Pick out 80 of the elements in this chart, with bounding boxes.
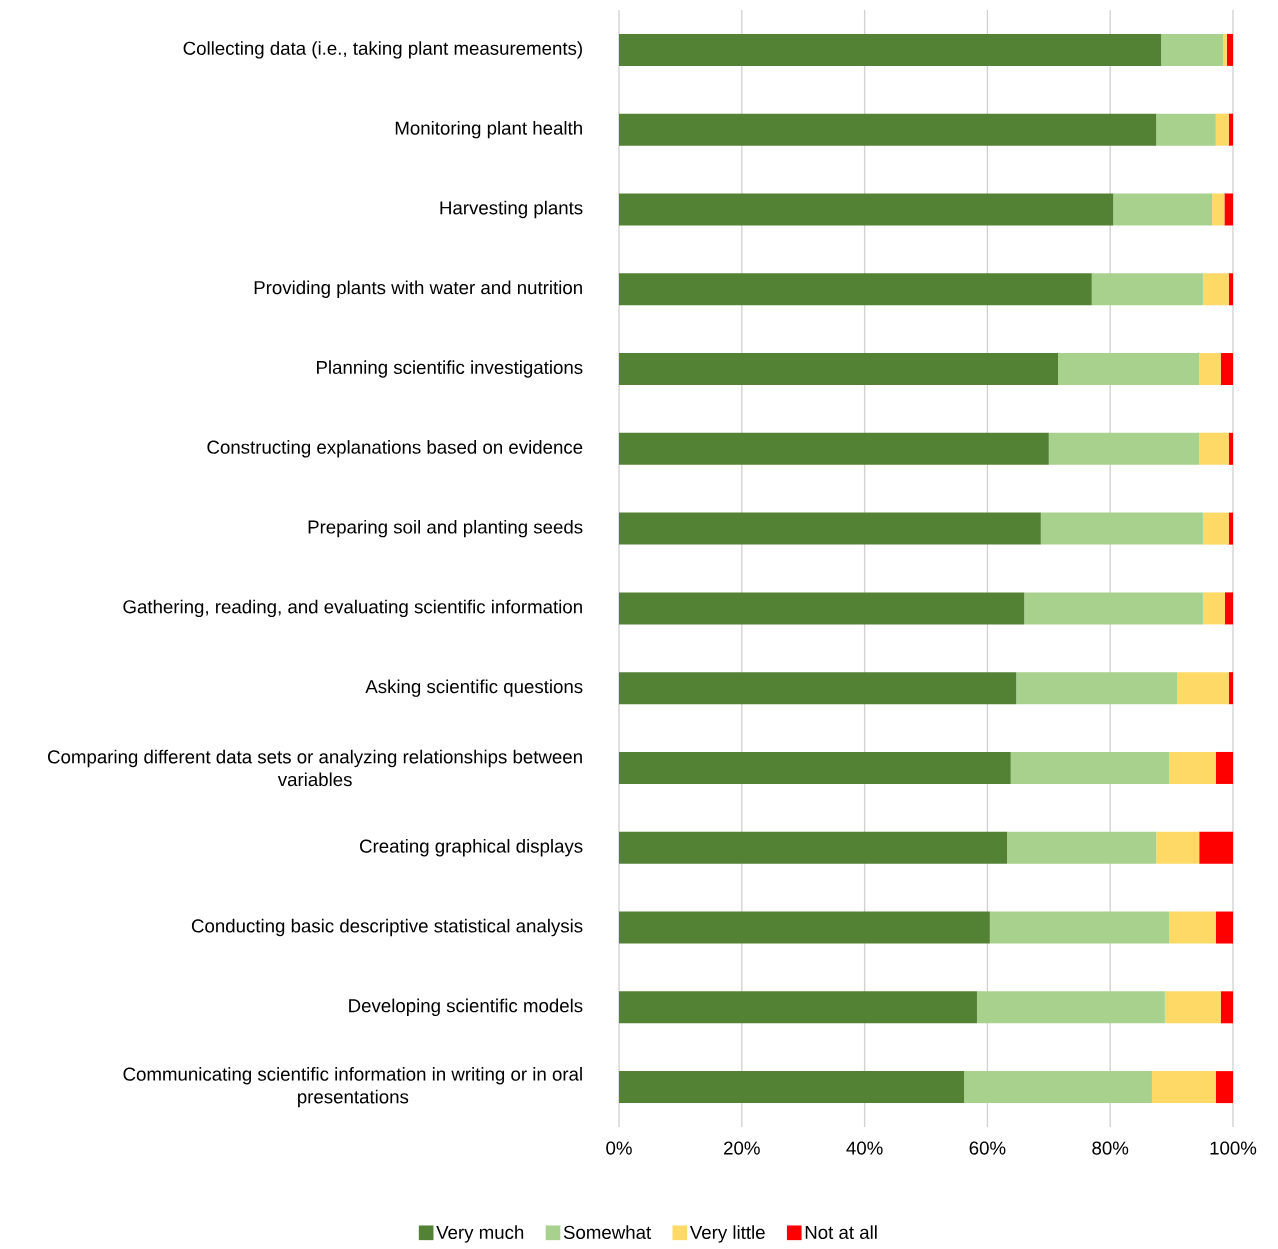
bar (1228, 432, 1233, 465)
bar (1202, 592, 1226, 625)
y-tick-label: Gathering, reading, and evaluating scientific information (123, 599, 582, 618)
bar (1220, 353, 1233, 386)
y-tick-label: Monitoring plant health (395, 120, 582, 139)
bar (1228, 512, 1233, 545)
bar (1225, 592, 1233, 625)
y-tick-label: Preparing soil and planting seeds (308, 519, 583, 538)
legend-label: Very much (436, 1225, 524, 1243)
bar (1156, 113, 1216, 146)
bar (1215, 911, 1233, 944)
x-tick-label: 40% (846, 1141, 883, 1155)
bar (1202, 512, 1229, 545)
bar (1223, 33, 1227, 66)
bar (1228, 273, 1233, 306)
bar (1215, 751, 1233, 784)
bar (619, 911, 990, 944)
bar (619, 33, 1162, 66)
legend-label: Not at all (805, 1225, 877, 1240)
y-tick-label: Constructing explanations based on evidence (207, 440, 583, 458)
bar (619, 1071, 965, 1104)
bar (1212, 193, 1225, 226)
y-tick-label: Harvesting plants (440, 200, 583, 219)
bar (1215, 113, 1229, 146)
legend-label: Somewhat (563, 1225, 652, 1240)
bar (1007, 831, 1157, 864)
y-tick-label: Comparing different data sets or analyzing relationships between variables (48, 749, 582, 787)
bar (1226, 33, 1233, 66)
bar (1161, 33, 1224, 66)
bar (619, 831, 1008, 864)
bar (1199, 432, 1229, 465)
y-tick-label: Collecting data (i.e., taking plant measurements) (183, 41, 582, 59)
bar (619, 512, 1041, 545)
y-tick-label: Asking scientific questions (365, 679, 583, 697)
bar (1048, 432, 1200, 465)
bar (1010, 751, 1170, 784)
bar (1199, 831, 1233, 864)
bar (619, 113, 1157, 146)
x-tick-label: 100% (1210, 1141, 1257, 1155)
y-tick-label: Communicating scientific information in writing or in oral presentations (123, 1067, 582, 1108)
bar (619, 751, 1011, 784)
bar (619, 672, 1017, 705)
bar (1156, 831, 1200, 864)
bar (1113, 193, 1213, 226)
y-tick-label: Creating graphical displays (360, 839, 583, 857)
bar (619, 193, 1114, 226)
bar (619, 353, 1059, 386)
y-tick-label: Planning scientific investigations (317, 360, 583, 378)
bar (1091, 273, 1203, 306)
legend-label: Very little (689, 1225, 765, 1243)
bar (989, 911, 1170, 944)
bar (619, 592, 1025, 625)
bar (1199, 353, 1221, 386)
bar (1228, 672, 1233, 705)
bar (1058, 353, 1200, 386)
bar (1169, 751, 1216, 784)
bar (1220, 991, 1233, 1024)
bar (1151, 1071, 1216, 1104)
bar (1016, 672, 1178, 705)
x-tick-label: 20% (724, 1141, 760, 1155)
bar (1164, 991, 1221, 1024)
x-tick-label: 60% (969, 1141, 1006, 1155)
bar (1177, 672, 1229, 705)
bar (964, 1071, 1152, 1104)
bar (976, 991, 1165, 1024)
y-tick-label: Developing scientific models (349, 998, 583, 1017)
bar (619, 273, 1092, 306)
y-tick-label: Conducting basic descriptive statistical analysis (191, 918, 583, 937)
bar (1040, 512, 1203, 545)
bar (1224, 193, 1233, 226)
bar (1024, 592, 1203, 625)
bar (1228, 113, 1233, 146)
bar (619, 432, 1049, 465)
y-tick-label: Providing plants with water and nutrition (254, 280, 582, 298)
bar (619, 991, 977, 1024)
x-tick-label: 80% (1092, 1141, 1129, 1155)
bar (1202, 273, 1229, 306)
x-tick-label: 0% (606, 1141, 632, 1155)
bar (1169, 911, 1216, 944)
bar (1215, 1071, 1233, 1104)
